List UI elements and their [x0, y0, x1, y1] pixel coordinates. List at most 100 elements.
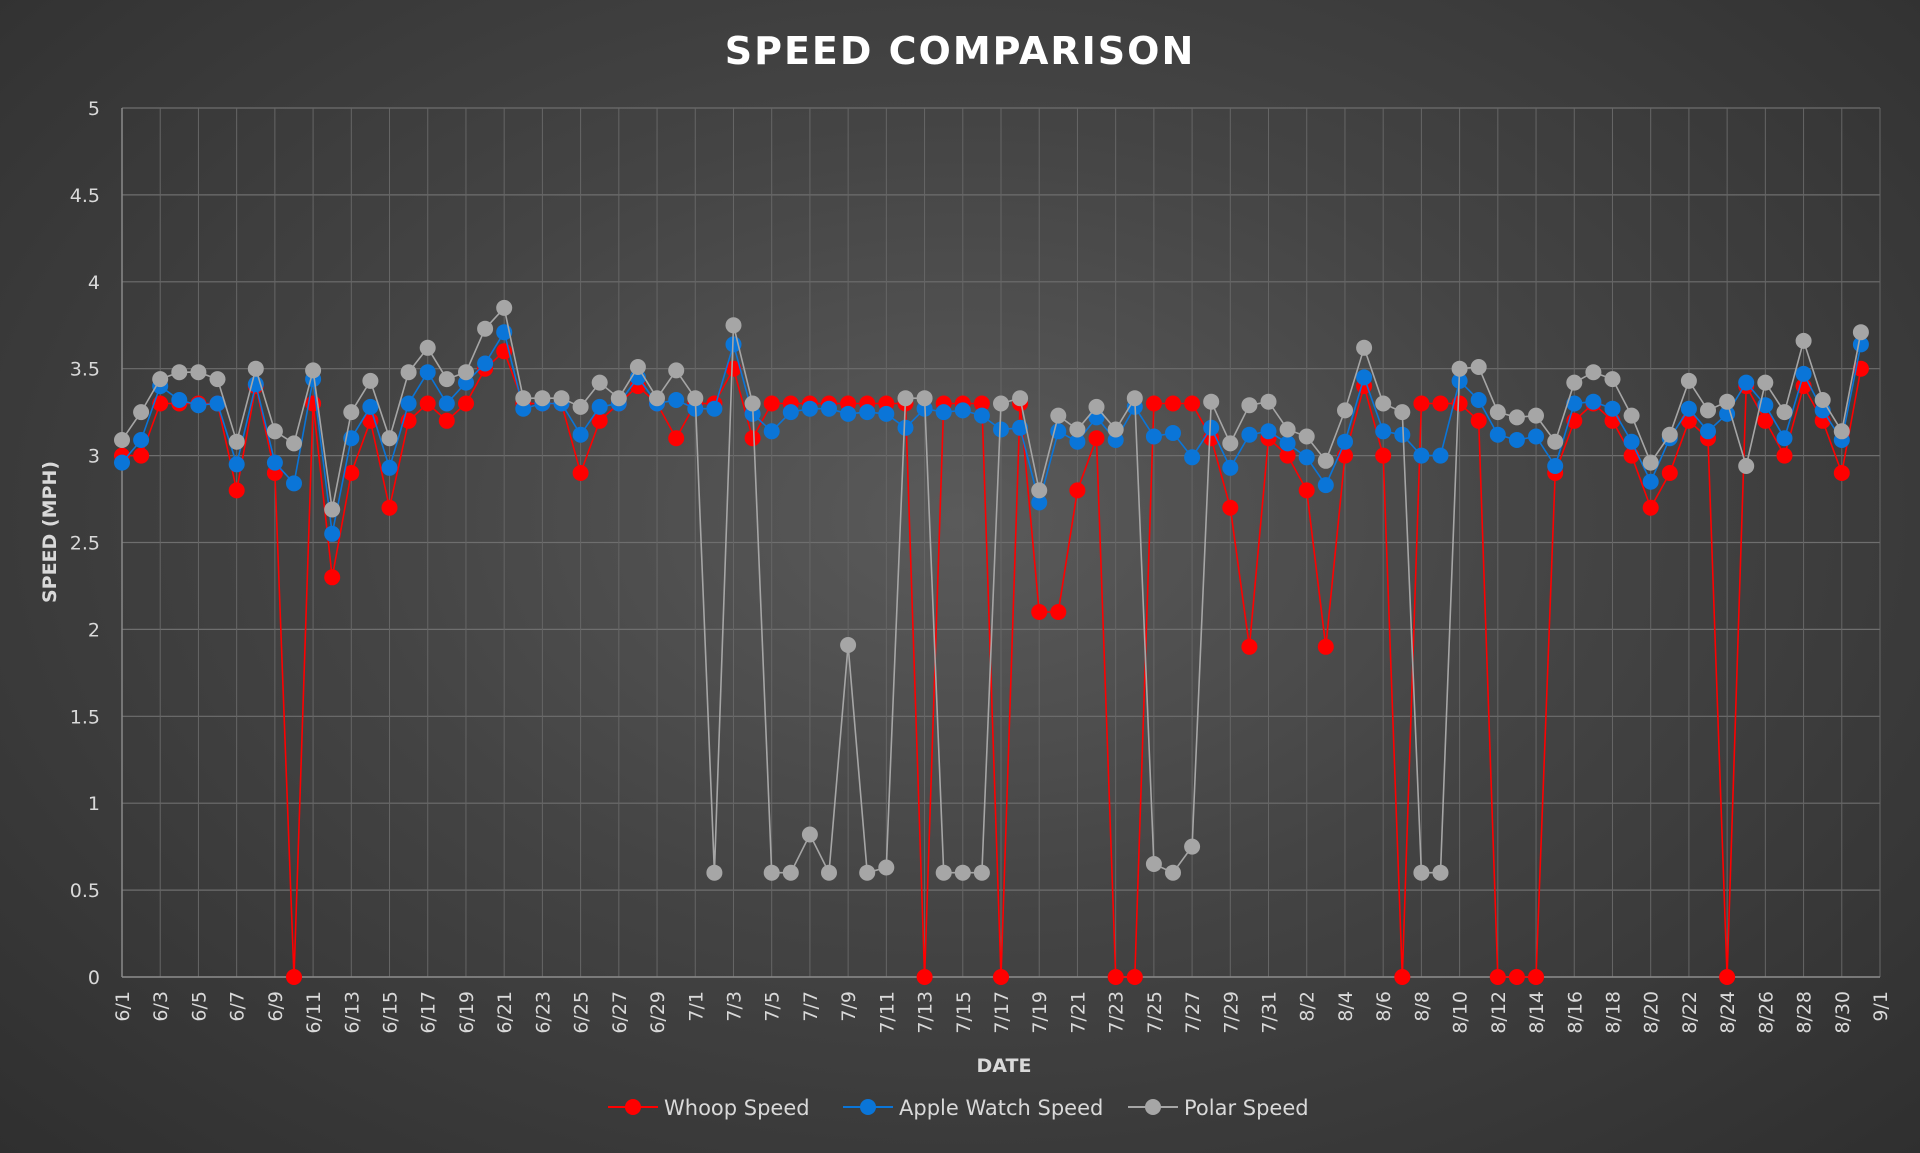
data-point — [1375, 447, 1392, 464]
data-point — [190, 364, 207, 381]
x-tick-label: 8/8 — [1411, 991, 1433, 1022]
data-point — [1356, 369, 1373, 386]
data-point — [1088, 398, 1105, 415]
data-point — [897, 419, 914, 436]
x-tick-label: 8/16 — [1564, 991, 1586, 1034]
data-point — [1413, 864, 1430, 881]
x-tick-label: 8/14 — [1526, 991, 1548, 1034]
data-point — [1050, 604, 1067, 620]
data-point — [1432, 395, 1449, 412]
y-tick-label: 5 — [88, 98, 100, 120]
data-point — [228, 482, 245, 499]
data-point — [591, 398, 608, 415]
data-point — [1126, 969, 1143, 985]
y-tick-label: 0.5 — [70, 880, 100, 902]
data-point — [763, 864, 780, 881]
data-point — [1757, 412, 1774, 429]
series-1 — [114, 343, 1869, 985]
data-point — [1069, 433, 1086, 450]
legend-label: Apple Watch Speed — [899, 1096, 1103, 1120]
y-tick-label: 0 — [88, 967, 100, 989]
data-point — [1852, 336, 1869, 353]
data-point — [1165, 864, 1181, 881]
data-point — [1031, 604, 1048, 620]
data-point — [1069, 482, 1086, 499]
data-point — [400, 364, 417, 381]
x-tick-label: 9/1 — [1870, 991, 1892, 1022]
data-point — [1738, 458, 1755, 474]
data-point — [1317, 477, 1334, 494]
data-point — [1279, 435, 1296, 452]
x-tick-label: 8/30 — [1832, 991, 1854, 1034]
data-point — [247, 360, 264, 377]
data-point — [1528, 969, 1544, 985]
data-point — [1413, 395, 1430, 412]
data-point — [591, 374, 608, 391]
data-point — [1680, 412, 1697, 429]
data-point — [1432, 447, 1449, 464]
data-point — [591, 412, 608, 429]
data-point — [400, 395, 417, 412]
x-tick-label: 6/21 — [494, 991, 516, 1034]
x-tick-label: 7/19 — [1029, 991, 1051, 1034]
data-point — [1795, 332, 1812, 349]
data-point — [993, 969, 1009, 985]
data-point — [1547, 458, 1564, 474]
legend-item: Polar Speed — [1128, 1096, 1309, 1120]
data-point — [706, 400, 723, 417]
data-point — [649, 390, 665, 407]
data-point — [1222, 459, 1239, 476]
x-tick-label: 8/18 — [1602, 991, 1624, 1034]
data-point — [1050, 423, 1067, 440]
data-point — [1184, 449, 1201, 466]
data-point — [458, 395, 474, 412]
data-point — [515, 390, 532, 407]
data-point — [821, 400, 837, 417]
data-point — [1489, 969, 1506, 985]
data-point — [324, 501, 341, 518]
data-point — [668, 430, 685, 447]
data-point — [1012, 419, 1029, 436]
data-point — [209, 371, 226, 388]
data-point — [878, 859, 895, 876]
x-tick-label: 7/27 — [1182, 991, 1204, 1034]
data-point — [1394, 404, 1411, 421]
series-line — [121, 306, 1862, 876]
data-point — [935, 864, 952, 881]
data-point — [1069, 421, 1086, 438]
data-point — [1375, 423, 1392, 440]
x-tick-label: 7/1 — [685, 991, 707, 1022]
data-point — [324, 525, 341, 542]
data-point — [381, 430, 398, 447]
y-tick-label: 4 — [88, 272, 100, 294]
legend-marker — [1145, 1099, 1161, 1115]
y-tick-label: 2.5 — [70, 533, 100, 555]
data-point — [1279, 421, 1296, 438]
data-point — [1145, 395, 1162, 412]
data-point — [343, 465, 360, 481]
data-point — [1508, 432, 1525, 448]
series-layer — [114, 299, 1869, 985]
data-point — [916, 390, 933, 407]
data-point — [438, 371, 455, 388]
x-tick-label: 6/29 — [647, 991, 669, 1034]
data-point — [763, 395, 780, 412]
x-tick-label: 7/9 — [838, 991, 860, 1022]
data-point — [1623, 447, 1640, 464]
data-point — [801, 400, 818, 417]
data-point — [1642, 499, 1659, 516]
data-point — [114, 454, 130, 471]
data-point — [725, 360, 742, 377]
data-point — [1661, 426, 1678, 443]
data-point — [1394, 969, 1411, 985]
x-tick-label: 8/26 — [1755, 991, 1777, 1034]
data-point — [553, 390, 570, 407]
data-point — [1298, 428, 1315, 445]
data-point — [687, 390, 704, 407]
data-point — [859, 404, 876, 421]
data-point — [1738, 374, 1755, 391]
data-point — [1241, 397, 1258, 414]
y-tick-label: 1.5 — [70, 706, 100, 728]
data-point — [1547, 433, 1564, 450]
